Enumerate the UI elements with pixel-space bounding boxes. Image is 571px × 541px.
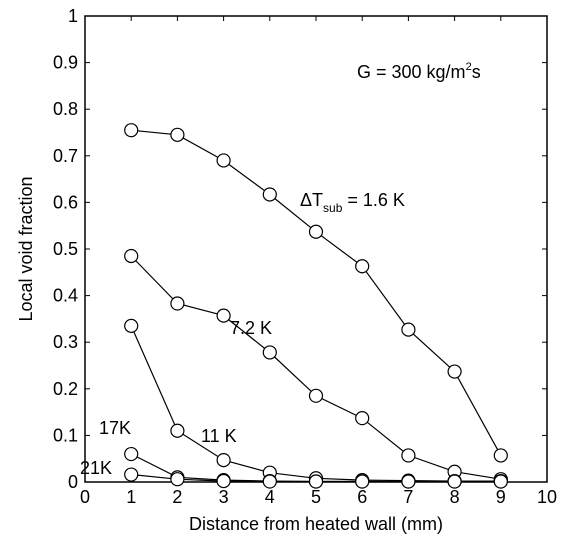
data-point bbox=[355, 259, 370, 274]
y-tick-label: 0.6 bbox=[53, 192, 78, 212]
y-axis-ticks: 0 0.1 0.2 0.3 0.4 0.5 0.6 0.7 0.8 0.9 1 bbox=[53, 6, 547, 492]
series-2 bbox=[124, 248, 508, 487]
plot-frame bbox=[84, 15, 548, 483]
series-line bbox=[130, 325, 501, 482]
x-tick-label: 8 bbox=[450, 487, 460, 507]
x-tick-label: 2 bbox=[172, 487, 182, 507]
flow-condition-label: G = 300 kg/m2s bbox=[357, 61, 481, 82]
y-tick-label: 1 bbox=[68, 6, 78, 26]
y-tick-label: 0.3 bbox=[53, 332, 78, 352]
series-line bbox=[130, 255, 501, 480]
data-point bbox=[447, 474, 462, 489]
x-tick-label: 10 bbox=[537, 487, 557, 507]
series-line bbox=[131, 129, 502, 456]
data-point bbox=[124, 248, 139, 264]
data-point bbox=[216, 308, 231, 323]
x-axis-title: Distance from heated wall (mm) bbox=[189, 514, 443, 534]
x-tick-label: 3 bbox=[219, 487, 229, 507]
data-point bbox=[308, 224, 324, 239]
data-point bbox=[493, 448, 508, 463]
data-point bbox=[401, 474, 416, 489]
data-point bbox=[170, 472, 185, 487]
data-point bbox=[216, 473, 231, 489]
data-point bbox=[124, 446, 139, 462]
y-tick-label: 0.2 bbox=[53, 379, 78, 399]
data-point bbox=[262, 345, 277, 360]
label-series-11K: 11 K bbox=[201, 426, 237, 446]
data-point bbox=[447, 364, 462, 379]
y-tick-label: 0.1 bbox=[53, 425, 78, 445]
data-point bbox=[170, 423, 185, 438]
series-5 bbox=[124, 467, 508, 489]
y-tick-label: 0 bbox=[68, 472, 78, 492]
data-point bbox=[401, 322, 416, 337]
data-point bbox=[170, 296, 185, 311]
series-3 bbox=[124, 318, 508, 489]
data-point bbox=[216, 153, 231, 168]
data-point bbox=[493, 474, 508, 489]
x-tick-label: 9 bbox=[496, 487, 506, 507]
y-tick-label: 0.4 bbox=[53, 286, 78, 306]
data-point bbox=[308, 388, 324, 403]
y-tick-label: 0.5 bbox=[53, 239, 78, 259]
data-point bbox=[355, 474, 370, 489]
label-series-1-6K: ΔTsub = 1.6 K bbox=[300, 190, 405, 215]
data-point bbox=[262, 474, 277, 489]
series-layer bbox=[124, 123, 508, 489]
x-tick-label: 1 bbox=[126, 487, 136, 507]
data-point bbox=[308, 474, 324, 489]
label-series-17K: 17K bbox=[99, 418, 131, 438]
y-axis-title: Local void fraction bbox=[16, 176, 36, 321]
x-tick-label: 4 bbox=[265, 487, 275, 507]
data-point bbox=[170, 127, 185, 142]
x-tick-label: 7 bbox=[403, 487, 413, 507]
data-point bbox=[401, 448, 416, 463]
data-point bbox=[216, 452, 231, 468]
x-tick-label: 0 bbox=[80, 487, 90, 507]
data-point bbox=[124, 123, 139, 138]
label-series-7-2K: 7.2 K bbox=[230, 318, 272, 338]
label-series-21K: 21K bbox=[80, 458, 112, 478]
data-point bbox=[262, 187, 277, 202]
x-tick-label: 5 bbox=[311, 487, 321, 507]
x-axis-ticks: 0 1 2 3 4 5 6 7 8 9 10 bbox=[80, 16, 557, 507]
y-tick-label: 0.8 bbox=[53, 99, 78, 119]
series-1 bbox=[124, 123, 508, 463]
x-tick-label: 6 bbox=[357, 487, 367, 507]
y-tick-label: 0.7 bbox=[53, 146, 78, 166]
data-point bbox=[124, 318, 139, 333]
y-tick-label: 0.9 bbox=[53, 53, 78, 73]
data-point bbox=[355, 411, 370, 426]
data-point bbox=[124, 467, 139, 482]
